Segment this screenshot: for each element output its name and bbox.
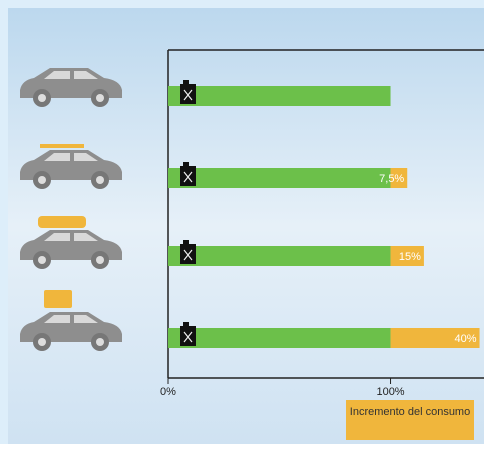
value-label: 40% <box>455 333 477 345</box>
bar-segment <box>390 328 480 348</box>
value-label: 15% <box>399 251 421 263</box>
bar-segment <box>168 328 391 348</box>
x-tick-label: 100% <box>376 386 404 398</box>
annotation-holder: Incremento del consumo <box>349 406 471 418</box>
bar-segment <box>390 246 424 266</box>
bar-segment <box>168 168 391 188</box>
value-label: 7,5% <box>379 173 404 185</box>
bar-segment <box>390 168 408 188</box>
annotation-box <box>346 400 474 440</box>
annotation: Incremento del consumo <box>349 406 471 418</box>
x-tick-label: 0% <box>160 386 176 398</box>
bar-segment <box>168 86 391 106</box>
car-icons <box>20 68 122 351</box>
bar-segment <box>168 246 391 266</box>
